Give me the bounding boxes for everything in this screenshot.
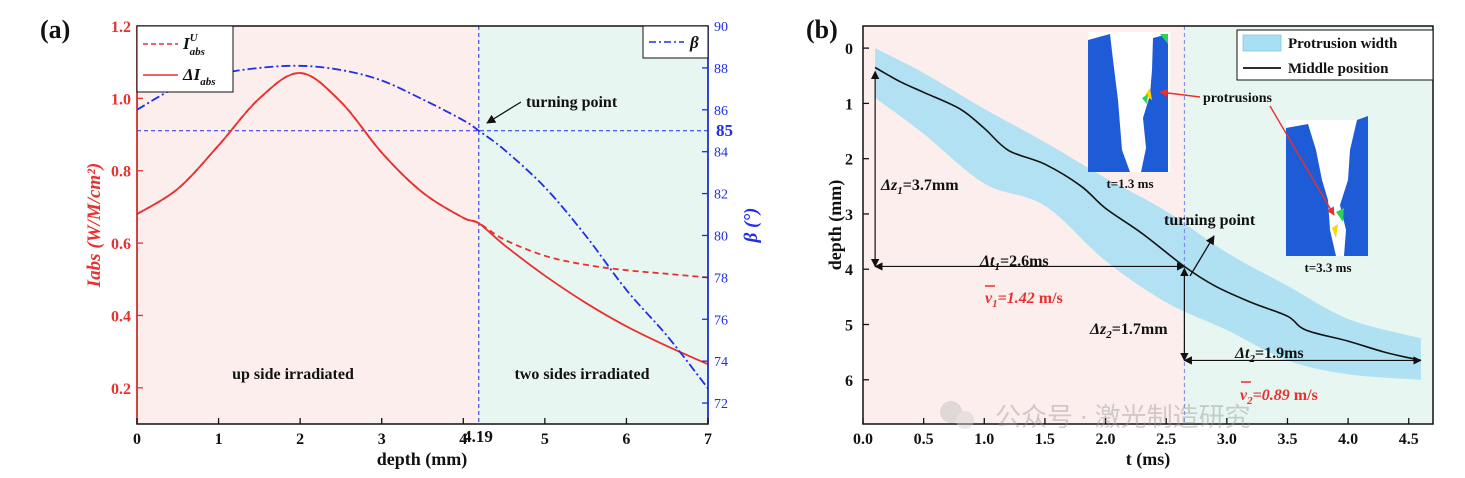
y-right-tick-label: 86: [714, 104, 728, 119]
x-tick-label: 4.0: [1338, 431, 1358, 448]
panel-b-legend: Protrusion width Middle position: [1236, 29, 1434, 81]
panel-b-ylabel: depth (mm): [825, 180, 846, 271]
legend-beta-label: β: [689, 33, 699, 52]
y-tick-label: 4: [845, 262, 853, 279]
y-left-tick-label: 0.6: [111, 236, 131, 253]
y-tick-label: 6: [845, 373, 853, 390]
x-tick-label: 4: [459, 431, 467, 448]
panel-a-bg-two-sides: [478, 26, 708, 424]
legend-iu-label: IU abs: [182, 32, 205, 58]
panel-b: 0.0 0.5 1.0 1.5 2.0 2.5 3.0 3.5 4.0 4.5 0 1 2 3 4 5 6 (b…: [806, 15, 1434, 470]
y-tick-label: 5: [845, 318, 853, 335]
y-tick-label: 3: [845, 207, 853, 224]
x-tick-label: 7: [704, 431, 712, 448]
y-left-tick-label: 1.0: [111, 91, 131, 108]
x-tick-label: 0.5: [914, 431, 934, 448]
inset-t-3-3ms: t=3.3 ms: [1286, 116, 1368, 275]
vline-value-label: 4.19: [463, 427, 493, 446]
region-two-sides-label: two sides irradiated: [514, 366, 649, 383]
x-tick-label: 1: [215, 431, 223, 448]
y-right-tick-label: 76: [714, 313, 728, 328]
y-tick-label: 1: [845, 96, 853, 113]
inset-t-1-3ms: t=1.3 ms: [1088, 32, 1170, 191]
v1-label: v1=1.42 m/s: [985, 290, 1063, 310]
x-tick-label: 6: [622, 431, 630, 448]
series-middle-position-line: [874, 66, 1422, 362]
y-right-tick-label: 82: [714, 188, 728, 203]
legend-band-label: Protrusion width: [1288, 36, 1398, 52]
inset1-label: t=1.3 ms: [1106, 176, 1153, 191]
series-protrusion-width-band: [875, 48, 1421, 380]
y-right-tick-label: 74: [714, 355, 728, 370]
panel-a-ylabel-right: β (°): [741, 208, 762, 244]
x-tick-label: 3.5: [1277, 431, 1297, 448]
y-tick-label: 0: [845, 41, 853, 58]
x-tick-label: 3.0: [1217, 431, 1237, 448]
panel-b-label: (b): [806, 15, 838, 44]
y-right-tick-label: 78: [714, 271, 728, 286]
panel-a-ticks: 0 1 2 3 4 5 6 7 0.2 0.4 0.6 0.8 1.0 1.2 72 74 76 78 80 82 84…: [111, 19, 728, 448]
panel-a-ylabel-left: Iabs (W/M/cm²): [84, 163, 105, 288]
x-tick-label: 1.5: [1035, 431, 1055, 448]
y-right-tick-label: 84: [714, 146, 728, 161]
x-tick-label: 0.0: [853, 431, 873, 448]
panel-a-legend-right: β: [642, 25, 709, 59]
panel-a: 0 1 2 3 4 5 6 7 0.2 0.4 0.6 0.8 1.0 1.2 72 74 76 78 80 82 84…: [40, 15, 762, 470]
dt1-label: Δt1=2.6ms: [979, 253, 1049, 273]
protrusions-arrow-2: [1269, 105, 1335, 216]
x-tick-label: 1.0: [974, 431, 994, 448]
y-tick-label: 2: [845, 152, 853, 169]
x-tick-label: 2: [296, 431, 304, 448]
watermark: 公众号 · 激光制造研究: [940, 401, 1251, 432]
legend-di-label: ΔIabs: [182, 65, 216, 88]
y-right-tick-label: 80: [714, 229, 728, 244]
y-left-tick-label: 0.8: [111, 164, 131, 181]
watermark-text: 公众号 · 激光制造研究: [995, 403, 1251, 432]
y-right-tick-label: 88: [714, 62, 728, 77]
series-beta-line: [137, 64, 708, 389]
dz1-label: Δz1=3.7mm: [880, 177, 959, 197]
inset2-label: t=3.3 ms: [1304, 260, 1351, 275]
y-right-tick-label: 72: [714, 397, 728, 412]
legend-band-swatch: [1242, 34, 1282, 52]
x-tick-label: 5: [541, 431, 549, 448]
y-right-tick-label: 90: [714, 20, 728, 35]
x-tick-label: 4.5: [1399, 431, 1419, 448]
series-delta-i-abs-line: [137, 72, 708, 366]
dz2-label: Δz2=1.7mm: [1089, 321, 1168, 341]
turning-point-label-a: turning point: [526, 94, 618, 111]
x-tick-label: 0: [133, 431, 141, 448]
turning-point-arrow-a: [486, 101, 522, 124]
panel-b-frame: [862, 25, 1434, 425]
panel-b-xlabel: t (ms): [1126, 449, 1170, 470]
panel-b-ticks: 0.0 0.5 1.0 1.5 2.0 2.5 3.0 3.5 4.0 4.5 0 1 2 3 4 5 6: [845, 41, 1419, 448]
x-tick-label: 2.5: [1156, 431, 1176, 448]
y-left-tick-label: 0.2: [111, 381, 131, 398]
region-up-side-label: up side irradiated: [232, 366, 354, 383]
wechat-icon: [940, 401, 962, 423]
panel-a-label: (a): [40, 15, 70, 44]
x-tick-label: 2.0: [1096, 431, 1116, 448]
v2-label: v2=0.89 m/s: [1240, 387, 1318, 407]
legend-line-label: Middle position: [1288, 61, 1389, 77]
turning-point-label-b: turning point: [1164, 212, 1256, 229]
protrusions-label: protrusions: [1203, 91, 1273, 106]
y-left-tick-label: 1.2: [111, 19, 131, 36]
y-left-tick-label: 0.4: [111, 308, 131, 325]
panel-a-xlabel: depth (mm): [377, 449, 468, 470]
turning-point-arrow-b: [1189, 235, 1215, 277]
dt2-label: Δt2=1.9ms: [1234, 345, 1304, 365]
protrusions-arrow-1: [1159, 88, 1201, 98]
x-tick-label: 3: [378, 431, 386, 448]
panel-a-legend-left: IU abs ΔIabs: [136, 25, 234, 93]
hline-value-label: 85: [716, 121, 733, 140]
